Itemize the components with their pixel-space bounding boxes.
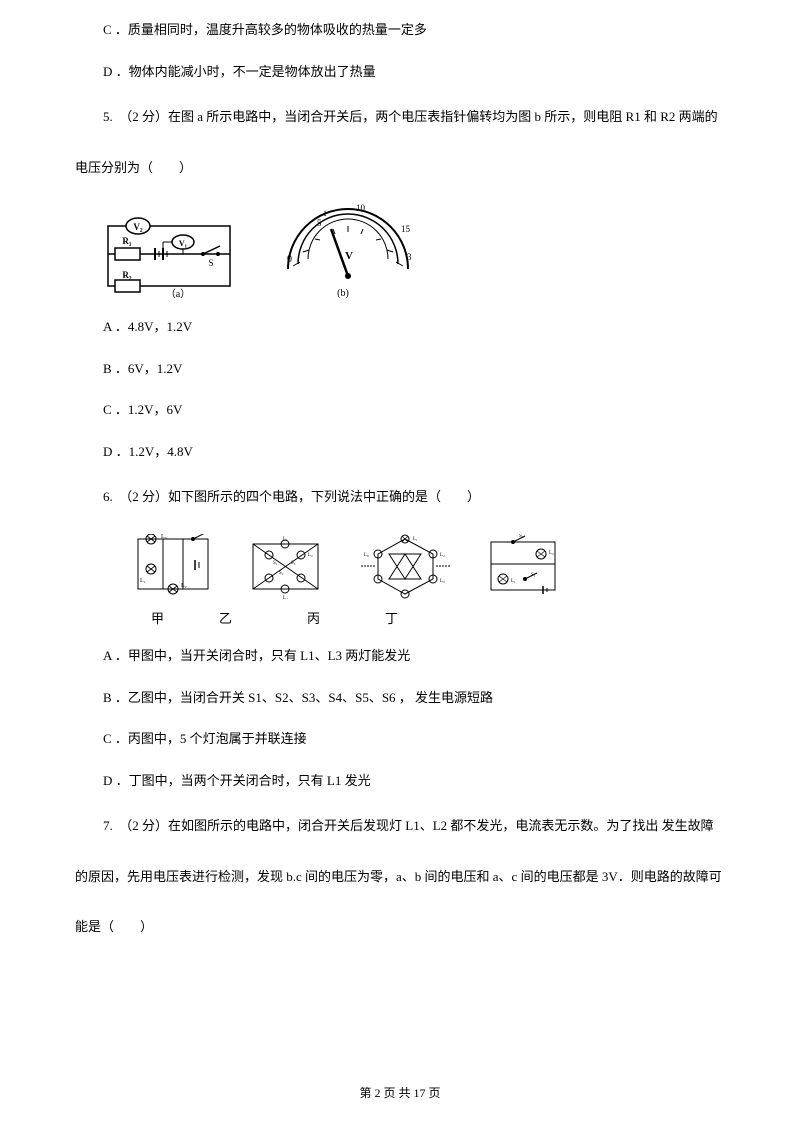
- circuit-a: V₂ V₁ R₁ S R₂ （a）: [103, 204, 238, 299]
- svg-text:L₁: L₁: [511, 579, 516, 584]
- q5-text: 5. （2 分）在图 a 所示电路中，当闭合开关后，两个电压表指针偏转均为图 b…: [75, 103, 725, 132]
- svg-text:L₁: L₁: [140, 578, 146, 584]
- svg-text:5: 5: [317, 218, 322, 228]
- svg-text:（a）: （a）: [166, 288, 190, 299]
- svg-text:S₂: S₂: [279, 571, 284, 576]
- svg-text:L₂: L₂: [549, 551, 554, 556]
- label-bing: 丙: [307, 609, 320, 629]
- voltmeter-b: 0 5 1 10 15 3 V (b): [273, 204, 423, 299]
- q6-optC: C ．丙图中，5 个灯泡属于并联连接: [75, 729, 725, 749]
- label-ding: 丁: [385, 609, 398, 629]
- q6-text: 6. （2 分）如下图所示的四个电路，下列说法中正确的是（ ）: [75, 483, 725, 512]
- svg-text:S₂: S₂: [519, 534, 524, 539]
- option-c: C ．质量相同时，温度升高较多的物体吸收的热量一定多: [75, 20, 725, 40]
- svg-text:S₃: S₃: [291, 561, 296, 566]
- svg-text:3: 3: [407, 252, 412, 262]
- svg-text:L₁: L₁: [283, 537, 288, 542]
- svg-text:(b): (b): [337, 288, 349, 299]
- svg-text:L₂: L₂: [181, 583, 187, 589]
- svg-text:L₂: L₂: [308, 553, 313, 558]
- svg-text:L₂: L₂: [440, 553, 445, 558]
- q5-text2: 电压分别为（ ）: [75, 154, 725, 183]
- svg-text:L₃: L₃: [440, 579, 445, 584]
- q7-text2: 的原因，先用电压表进行检测，发现 b.c 间的电压为零，a、b 间的电压和 a、…: [75, 863, 725, 892]
- q5-optC: C ．1.2V，6V: [75, 400, 725, 420]
- svg-text:L₄: L₄: [283, 596, 288, 599]
- svg-text:L₆: L₆: [364, 553, 369, 558]
- q7-text3: 能是（ ）: [75, 913, 725, 942]
- q5-optB: B ．6V，1.2V: [75, 359, 725, 379]
- svg-text:V₂: V₂: [133, 222, 142, 232]
- svg-text:L₁: L₁: [413, 537, 418, 542]
- q6-optD: D ．丁图中，当两个开关闭合时，只有 L1 发光: [75, 771, 725, 791]
- label-jia: 甲: [151, 609, 164, 629]
- svg-text:0: 0: [287, 254, 292, 265]
- svg-text:S₁: S₁: [531, 573, 536, 578]
- circuit-yi: L₁ L₄ L₂ S₁ S₃ S₂: [243, 534, 328, 599]
- svg-text:S₁: S₁: [273, 561, 278, 566]
- q7-text: 7. （2 分）在如图所示的电路中，闭合开关后发现灯 L1、L2 都不发光，电流…: [75, 812, 725, 841]
- svg-text:S: S: [208, 258, 213, 268]
- label-yi: 乙: [219, 609, 232, 629]
- svg-text:V: V: [345, 250, 353, 262]
- circuit-bing: L₁ L₂ L₃ L₆: [358, 534, 453, 599]
- q5-optD: D ．1.2V，4.8V: [75, 442, 725, 462]
- svg-text:15: 15: [401, 224, 411, 234]
- q5-diagram: V₂ V₁ R₁ S R₂ （a）: [103, 204, 725, 299]
- svg-text:L₃: L₃: [161, 534, 167, 540]
- q6-optB: B ．乙图中，当闭合开关 S1、S2、S3、S4、S5、S6 ， 发生电源短路: [75, 688, 725, 708]
- svg-text:R₂: R₂: [122, 270, 131, 280]
- svg-text:10: 10: [356, 204, 366, 213]
- svg-text:V₁: V₁: [179, 239, 188, 248]
- option-d: D ．物体内能减小时，不一定是物体放出了热量: [75, 62, 725, 82]
- circuit-ding: S₂ L₂ L₁ S₁: [483, 534, 563, 599]
- q6-optA: A ．甲图中，当开关闭合时，只有 L1、L3 两灯能发光: [75, 646, 725, 666]
- q6-diagram: L₃ L₁ L₂ L₁ L₄ L₂: [103, 534, 725, 629]
- page-footer: 第 2 页 共 17 页: [0, 1084, 800, 1102]
- q5-optA: A ．4.8V，1.2V: [75, 317, 725, 337]
- circuit-jia: L₃ L₁ L₂: [133, 534, 213, 599]
- svg-text:R₁: R₁: [122, 236, 131, 246]
- svg-text:1: 1: [323, 209, 327, 218]
